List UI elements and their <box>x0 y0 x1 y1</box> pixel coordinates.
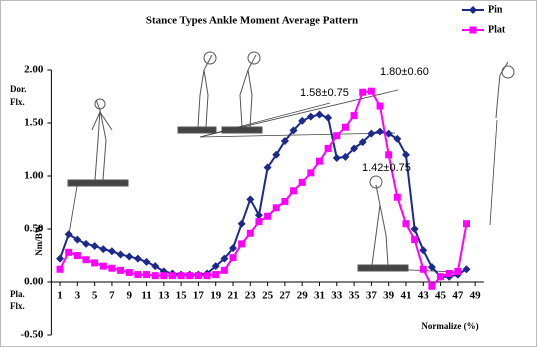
point <box>108 265 115 272</box>
point <box>255 218 262 225</box>
point <box>204 272 211 279</box>
x-tick-label: 7 <box>109 290 115 302</box>
point <box>333 132 340 139</box>
point <box>411 236 418 243</box>
point <box>273 204 280 211</box>
point <box>437 273 444 280</box>
point <box>65 249 72 256</box>
x-tick-label: 21 <box>228 290 239 302</box>
legend-label: Plat <box>488 24 506 35</box>
x-tick-label: 47 <box>452 290 464 302</box>
point <box>117 267 124 274</box>
point <box>186 272 193 279</box>
annotation: 1.80±0.60 <box>380 66 429 78</box>
x-tick-label: 31 <box>314 290 325 302</box>
chart-title: Stance Types Ankle Moment Average Patter… <box>146 15 358 27</box>
point <box>316 158 323 165</box>
point <box>195 272 202 279</box>
axis-note: Dor. <box>10 84 26 94</box>
x-tick-label: 23 <box>245 290 257 302</box>
legend-marker <box>470 27 477 34</box>
point <box>420 266 427 273</box>
x-tick-label: 49 <box>470 290 482 302</box>
point <box>230 254 237 261</box>
point <box>82 256 89 263</box>
annotation: 1.58±0.75 <box>300 87 349 99</box>
y-tick-label: 0.50 <box>24 223 44 235</box>
point <box>402 220 409 227</box>
point <box>290 187 297 194</box>
point <box>169 272 176 279</box>
point <box>57 266 64 273</box>
point <box>247 230 254 237</box>
point <box>74 252 81 259</box>
x-tick-label: 11 <box>141 290 151 302</box>
point <box>238 240 245 247</box>
x-tick-label: 39 <box>383 290 395 302</box>
x-axis-label: Normalize (%) <box>421 321 478 331</box>
x-tick-label: 25 <box>262 290 274 302</box>
y-tick-label: 1.00 <box>24 170 44 182</box>
axis-note: Flx. <box>10 97 25 107</box>
point <box>100 263 107 270</box>
y-tick-label: 2.00 <box>24 64 44 76</box>
point <box>143 271 150 278</box>
point <box>359 89 366 96</box>
point <box>368 88 375 95</box>
axis-note: Flx. <box>10 301 25 311</box>
x-tick-label: 43 <box>418 290 430 302</box>
point <box>91 259 98 266</box>
point <box>299 179 306 186</box>
legend-label: Pin <box>488 4 503 15</box>
axis-note: Pla. <box>10 289 25 299</box>
annotation: 1.42±0.75 <box>362 162 411 174</box>
x-tick-label: 5 <box>92 290 98 302</box>
x-tick-label: 37 <box>366 290 378 302</box>
point <box>126 269 133 276</box>
x-tick-label: 13 <box>158 290 170 302</box>
x-tick-label: 17 <box>193 290 205 302</box>
point <box>342 124 349 131</box>
y-tick-label: -0.50 <box>20 329 43 341</box>
x-tick-label: 45 <box>435 290 447 302</box>
point <box>385 151 392 158</box>
x-tick-label: 29 <box>297 290 309 302</box>
point <box>325 145 332 152</box>
point <box>281 198 288 205</box>
point <box>394 194 401 201</box>
point <box>212 271 219 278</box>
x-tick-label: 9 <box>126 290 132 302</box>
point <box>463 220 470 227</box>
x-tick-label: 1 <box>57 290 63 302</box>
x-tick-label: 19 <box>210 290 222 302</box>
x-tick-label: 41 <box>400 290 411 302</box>
chart: Stance Types Ankle Moment Average Patter… <box>0 0 537 347</box>
point <box>454 268 461 275</box>
y-tick-label: 1.50 <box>24 117 44 129</box>
point <box>351 112 358 119</box>
point <box>377 103 384 110</box>
point <box>264 213 271 220</box>
point <box>160 272 167 279</box>
x-tick-label: 3 <box>75 290 81 302</box>
point <box>178 272 185 279</box>
x-tick-label: 33 <box>331 290 343 302</box>
y-tick-label: 0.00 <box>24 276 44 288</box>
x-tick-label: 35 <box>349 290 361 302</box>
point <box>446 270 453 277</box>
x-tick-label: 27 <box>279 290 291 302</box>
point <box>221 267 228 274</box>
point <box>134 271 141 278</box>
x-tick-label: 15 <box>176 290 188 302</box>
point <box>152 272 159 279</box>
point <box>428 283 435 290</box>
point <box>307 169 314 176</box>
